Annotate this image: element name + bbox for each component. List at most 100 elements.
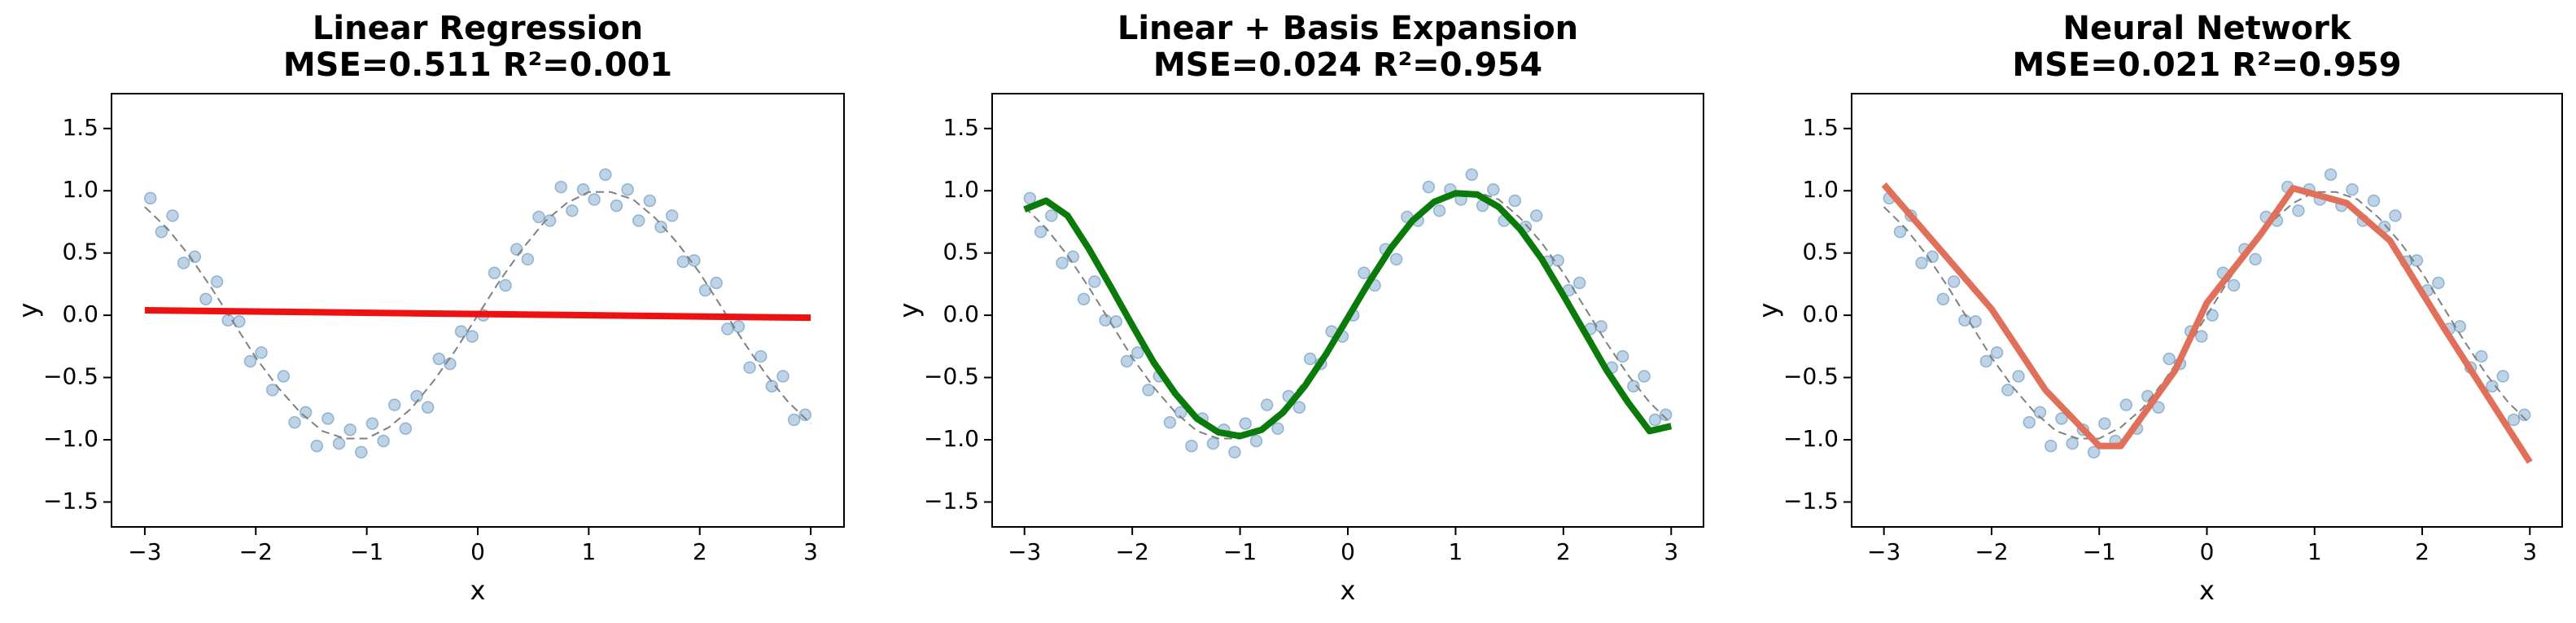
data-point [1422,180,1436,194]
data-point [1045,209,1058,222]
data-point [1465,168,1479,182]
chart-subtitle: MSE=0.511 R²=0.001 [283,46,672,84]
data-point [1131,346,1144,359]
data-point [2227,279,2241,292]
data-point [343,423,356,437]
data-point [1239,417,1252,430]
x-tick-label: 2 [693,538,707,565]
y-tick-label: 0.5 [62,239,98,265]
data-point [2367,194,2381,208]
data-point [676,255,690,269]
data-point [2486,380,2499,393]
y-tick-label: −1.5 [1783,487,1839,514]
data-point [2507,413,2521,427]
data-point [2087,445,2101,459]
data-point [377,434,390,448]
plot-area [1881,168,2533,464]
data-point [1099,314,1112,327]
plot-area [1023,168,1673,459]
data-point [1958,314,1971,327]
data-point [466,330,479,343]
data-point [1206,437,1220,450]
y-axis-label: y [894,303,925,318]
x-tick-label: −3 [1008,538,1041,565]
data-point [1120,354,1134,368]
y-tick-label: 0.0 [1802,301,1839,327]
data-point [355,445,368,459]
x-tick-label: 0 [2200,538,2215,565]
data-point [532,210,545,224]
x-tick-label: 0 [1340,538,1355,565]
data-point [1056,257,1069,270]
data-point [1142,384,1155,397]
data-point [1915,257,1928,270]
data-point [255,346,268,359]
y-tick-label: −1.5 [43,487,98,514]
y-tick-label: −0.5 [43,363,98,390]
data-point [1627,380,1640,393]
data-point [2195,330,2208,343]
data-point [1529,209,1543,222]
x-tick-label: 2 [2415,538,2429,565]
data-point [1659,408,1673,422]
data-point [1163,415,1177,429]
data-point [776,370,789,383]
data-point [554,180,568,194]
data-point [277,370,291,383]
y-tick-label: 0.5 [1802,239,1839,265]
data-point [210,275,224,288]
y-tick-label: −0.5 [1783,363,1839,390]
chart-title: Neural Network [2063,10,2352,47]
data-point [743,361,756,375]
x-tick-label: −3 [1867,538,1900,565]
data-point [1572,276,1586,290]
data-point [1936,292,1950,305]
chart-subtitle: MSE=0.024 R²=0.954 [1153,46,1542,84]
data-point [1271,422,1284,435]
data-point [798,408,812,422]
data-point [543,214,557,227]
data-point [765,380,779,393]
x-tick-label: −3 [128,538,161,565]
data-point [787,413,801,427]
data-point [1303,352,1317,366]
data-point [2098,417,2111,430]
data-point [2012,370,2025,383]
data-point [399,422,413,435]
data-point [143,191,157,205]
data-point [632,214,645,227]
x-tick-label: 3 [803,538,818,565]
data-point [1990,346,2004,359]
chart-subtitle: MSE=0.021 R²=0.959 [2012,46,2401,84]
y-tick-label: 1.5 [62,114,98,141]
data-point [265,384,279,397]
data-point [2249,252,2262,266]
data-point [710,276,723,290]
data-point [1185,439,1198,453]
y-axis-label: y [1753,303,1784,318]
data-point [621,182,634,196]
y-tick-label: −1.0 [1783,425,1839,452]
axes-frame [111,93,845,528]
data-point [510,243,523,256]
x-tick-label: −1 [350,538,383,565]
data-point [1893,225,1907,239]
data-point [1508,194,1522,208]
data-point [2453,320,2467,333]
data-point [288,415,301,429]
data-point [588,193,601,206]
data-point [2432,276,2445,290]
data-point [454,325,468,338]
true-curve [1883,191,2531,440]
plot-area [143,168,812,459]
x-tick-label: −2 [1975,538,2008,565]
data-point [610,199,623,213]
data-point [2055,412,2068,425]
data-point [2517,408,2531,422]
y-tick-label: 1.0 [942,176,979,203]
data-point [199,292,212,305]
data-point [488,266,501,279]
data-point [654,220,667,234]
y-tick-label: 0.0 [62,301,98,327]
